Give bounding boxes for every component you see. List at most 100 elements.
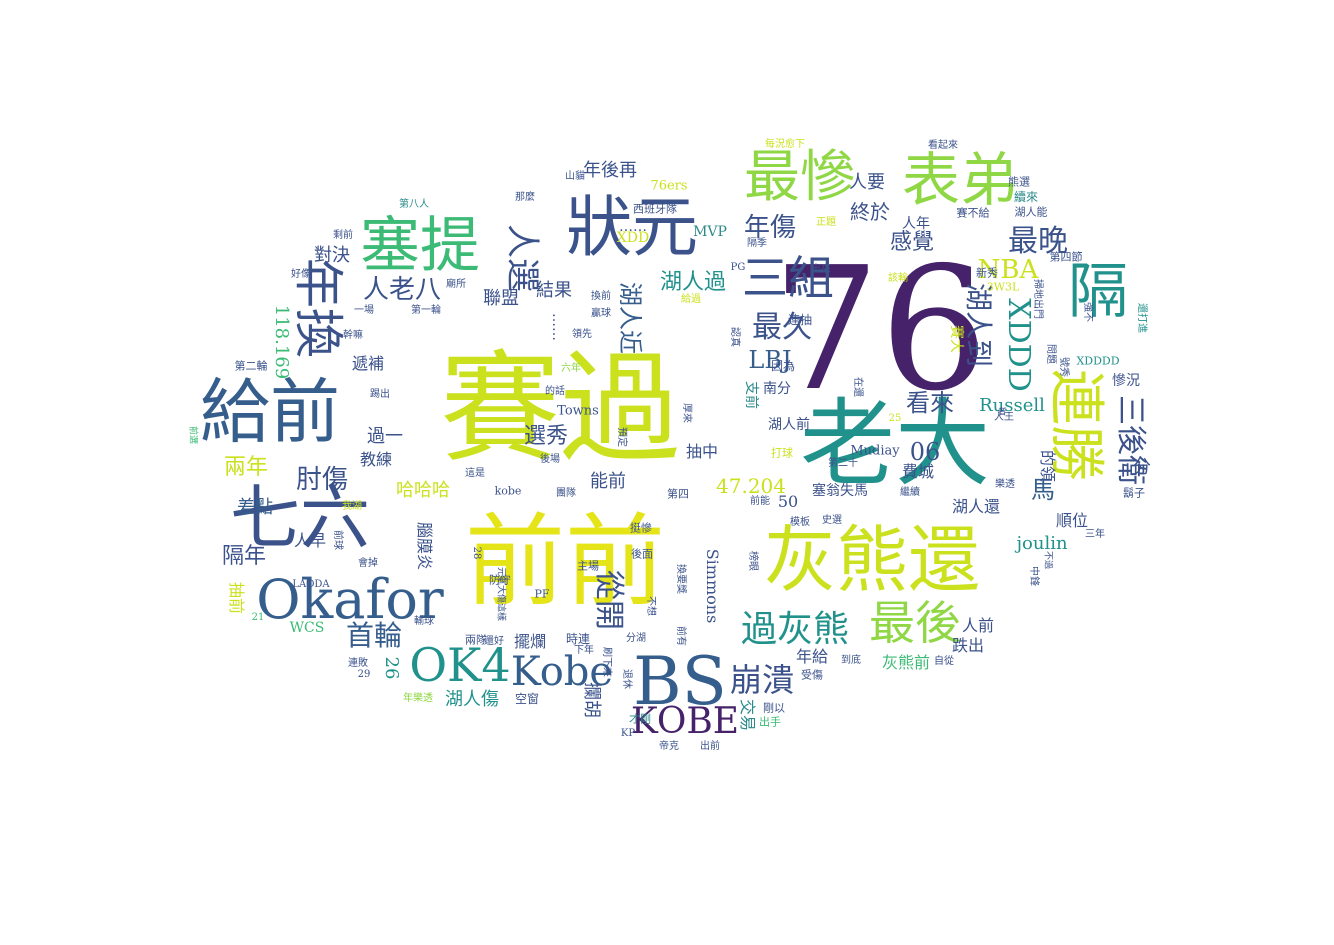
word: 攔胡 bbox=[581, 682, 602, 718]
word: 兩隊 bbox=[465, 633, 487, 647]
word: 中鋒 bbox=[1028, 566, 1039, 586]
word: joulin bbox=[1016, 533, 1068, 554]
word: 哈哈哈 bbox=[396, 480, 450, 501]
word: LAODA bbox=[292, 579, 330, 590]
word: 贏球 bbox=[591, 308, 611, 319]
word: 最慘 bbox=[744, 145, 856, 210]
word: 模板 bbox=[790, 517, 810, 528]
word: 從開 bbox=[591, 570, 626, 630]
word: 湖人近 bbox=[616, 282, 644, 354]
word: 的領 bbox=[1038, 449, 1057, 483]
word: 湖人能 bbox=[1014, 205, 1048, 219]
word: 山貓 bbox=[565, 171, 585, 182]
word: 感覺 bbox=[889, 230, 935, 255]
word: 肘傷 bbox=[295, 465, 349, 495]
word: 輸球 bbox=[414, 616, 434, 627]
word: 續來 bbox=[1013, 190, 1039, 204]
word: Simmons bbox=[703, 548, 722, 624]
word: 不想 bbox=[645, 596, 656, 616]
word: 下年 bbox=[574, 645, 594, 656]
word: BS bbox=[633, 643, 727, 720]
word: 出前 bbox=[700, 741, 720, 752]
word: 號秀 bbox=[1058, 357, 1069, 377]
word: 帝克 bbox=[659, 741, 679, 752]
word: 隔年 bbox=[221, 544, 267, 569]
word: 塞翁失馬 bbox=[812, 483, 868, 499]
word: 選秀 bbox=[523, 424, 569, 449]
word: 樂透 bbox=[995, 479, 1015, 490]
word: 連抽 bbox=[787, 313, 813, 327]
word: 分 bbox=[1133, 457, 1151, 478]
word: 新秀 bbox=[976, 266, 998, 280]
word: 第二十 bbox=[828, 458, 858, 469]
word: 第八人 bbox=[399, 199, 429, 210]
word: 換要獎 bbox=[675, 564, 686, 594]
word: 才剛 bbox=[629, 712, 651, 726]
word: 聯盟 bbox=[483, 288, 519, 309]
word: 25 bbox=[888, 413, 902, 424]
word: 前有 bbox=[675, 626, 686, 646]
word: 費城 bbox=[901, 462, 935, 481]
word: 的話 bbox=[545, 386, 565, 397]
word: 最後 bbox=[869, 596, 961, 650]
word: 差點 bbox=[237, 497, 273, 518]
word: 擺爛 bbox=[513, 632, 547, 651]
word: 第二輪 bbox=[234, 359, 268, 373]
word: KOBE bbox=[630, 701, 740, 742]
word: 退休 bbox=[621, 669, 632, 689]
word: 防守 bbox=[489, 573, 511, 587]
word: 該輸 bbox=[888, 273, 908, 284]
word: 馬 bbox=[1031, 476, 1055, 504]
word: 厚來 bbox=[681, 403, 692, 423]
word: 換前 bbox=[591, 291, 611, 302]
word: 熊選 bbox=[1008, 175, 1030, 189]
word: 榜眼 bbox=[747, 551, 758, 571]
word: 交易 bbox=[738, 698, 757, 732]
word: 自從 bbox=[934, 656, 954, 667]
word: 者 bbox=[997, 407, 1007, 418]
word: 對決 bbox=[314, 245, 350, 266]
word: 結果 bbox=[536, 280, 572, 301]
word: 七六 bbox=[230, 477, 370, 559]
word: 元氣大傷這樣 bbox=[495, 566, 506, 622]
word: 前能 bbox=[750, 496, 770, 507]
word: 湖人到 bbox=[962, 282, 995, 368]
word: 塞提 bbox=[360, 211, 480, 281]
word: 表弟 bbox=[901, 146, 1019, 214]
word: 預定 bbox=[616, 427, 627, 447]
word: 118.169 bbox=[271, 304, 292, 380]
word: 強不 bbox=[1082, 302, 1093, 322]
word: 給前 bbox=[200, 371, 340, 453]
word: 出來 bbox=[811, 264, 831, 275]
word: 前球 bbox=[332, 530, 343, 550]
word: Russell bbox=[979, 395, 1045, 416]
word: XDD bbox=[616, 230, 650, 246]
word: 湖人傷 bbox=[445, 689, 499, 710]
word: Mudiay bbox=[850, 443, 900, 459]
word: 繼續 bbox=[900, 487, 920, 498]
word: 順位 bbox=[1055, 511, 1089, 530]
word: 人要 bbox=[849, 172, 885, 193]
word: 腦膜炎 bbox=[415, 521, 434, 571]
word: 挺慘 bbox=[630, 521, 652, 535]
word: 掃地出門 bbox=[1032, 279, 1043, 319]
word: 過灰熊 bbox=[740, 609, 850, 650]
word: 第四節 bbox=[1049, 250, 1083, 264]
word: 分湖 bbox=[626, 633, 646, 644]
word: 終於 bbox=[850, 200, 890, 224]
word: 26 bbox=[381, 656, 402, 680]
word: 鬍子 bbox=[1123, 486, 1145, 500]
word: Okafor bbox=[256, 568, 444, 631]
word: PF bbox=[534, 587, 550, 601]
word: 賽過 bbox=[440, 340, 680, 479]
word: 年樂透 bbox=[403, 693, 433, 704]
word: 剛以 bbox=[763, 701, 785, 715]
word: 後場 bbox=[540, 454, 560, 465]
word: 時連 bbox=[565, 632, 591, 646]
word: 人王 bbox=[994, 412, 1014, 423]
word: 空窗 bbox=[514, 692, 540, 706]
word: 因為 bbox=[770, 359, 796, 373]
word: 每況愈下 bbox=[765, 139, 805, 150]
word: 47.204 bbox=[716, 474, 786, 498]
